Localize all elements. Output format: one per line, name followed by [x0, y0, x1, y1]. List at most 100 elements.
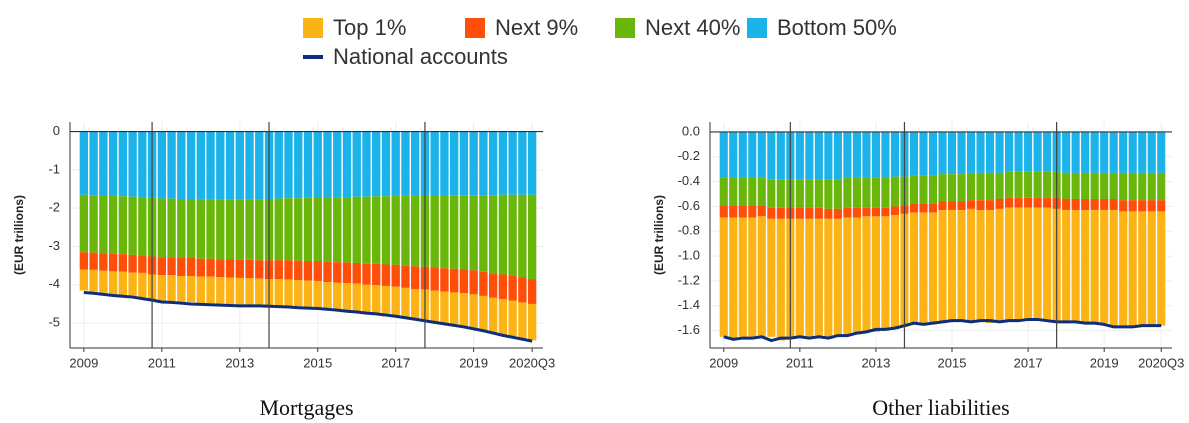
bar	[274, 198, 283, 261]
bar	[138, 197, 147, 256]
bar	[938, 210, 947, 324]
bar	[498, 194, 508, 275]
bar	[1138, 200, 1147, 212]
bar	[255, 278, 264, 306]
y-tick-label: -4	[48, 276, 60, 291]
bar	[449, 131, 459, 196]
bar	[79, 131, 89, 195]
bar	[985, 131, 995, 173]
bar	[430, 131, 439, 196]
bar	[459, 195, 469, 270]
bar	[518, 302, 527, 339]
bar	[976, 210, 985, 322]
bar	[216, 277, 225, 304]
bar	[738, 205, 747, 218]
bar	[479, 295, 488, 331]
legend-swatch	[303, 18, 323, 38]
bar	[862, 177, 871, 208]
bar	[488, 297, 498, 334]
bar	[274, 279, 283, 307]
bar	[411, 195, 420, 267]
bar	[167, 275, 176, 301]
bar	[985, 210, 995, 324]
bar	[871, 131, 880, 178]
bar	[1100, 198, 1109, 211]
bar	[177, 131, 186, 199]
bar	[843, 217, 852, 336]
bar	[323, 131, 332, 198]
bar	[957, 174, 966, 202]
bar	[757, 131, 766, 178]
bar	[1033, 131, 1042, 172]
x-tick-label: 2013	[225, 355, 254, 370]
bar	[362, 131, 371, 197]
bar	[294, 198, 303, 261]
bar	[1033, 197, 1042, 208]
bar	[919, 175, 928, 204]
bar	[255, 199, 264, 261]
bar	[303, 197, 313, 262]
line	[723, 317, 1162, 343]
bar	[1157, 200, 1166, 212]
bar	[527, 131, 537, 195]
bar	[118, 271, 128, 296]
bar	[284, 131, 293, 199]
bar	[881, 207, 890, 217]
bar	[919, 212, 928, 325]
bar	[128, 272, 137, 297]
bar	[1119, 200, 1128, 212]
bar	[729, 217, 738, 339]
bar	[1005, 207, 1014, 321]
bar	[498, 274, 508, 299]
bar	[255, 260, 264, 279]
bar	[118, 196, 128, 255]
bar	[235, 199, 244, 260]
bar	[333, 131, 342, 198]
bar	[1157, 172, 1166, 201]
x-tick-label: 2019	[459, 355, 488, 370]
bar	[1033, 171, 1042, 198]
bar	[430, 267, 439, 291]
bar	[1005, 131, 1014, 172]
bar	[274, 131, 283, 199]
bar	[391, 195, 400, 265]
bar	[498, 298, 508, 335]
bar	[928, 175, 938, 204]
bar	[1062, 172, 1071, 199]
bar	[459, 269, 469, 294]
line	[83, 290, 533, 343]
bar	[303, 280, 313, 309]
bar	[881, 131, 890, 178]
chart-title: Mortgages	[259, 395, 353, 420]
bar	[459, 131, 469, 196]
bar	[284, 260, 293, 280]
bar	[995, 208, 1004, 321]
bar	[738, 131, 747, 178]
bar	[995, 172, 1004, 199]
bar	[919, 203, 928, 213]
bar	[196, 131, 205, 200]
bar	[225, 277, 235, 305]
bar	[225, 259, 235, 278]
bar	[508, 275, 517, 301]
bar	[323, 282, 332, 311]
bar	[1081, 198, 1090, 211]
bar	[440, 195, 449, 269]
bar	[1147, 211, 1156, 326]
bar	[985, 200, 995, 211]
bar	[401, 287, 410, 319]
bar	[440, 291, 449, 325]
bar	[206, 258, 215, 277]
bar	[128, 254, 137, 273]
bar	[1119, 131, 1128, 173]
bar	[1090, 131, 1099, 173]
bar	[1071, 198, 1080, 211]
bar	[767, 179, 776, 208]
bar	[518, 277, 527, 303]
bar	[1014, 131, 1023, 172]
bar	[284, 279, 293, 307]
bar	[235, 131, 244, 200]
bar	[776, 218, 785, 341]
bar	[488, 273, 498, 298]
bar	[833, 131, 842, 180]
